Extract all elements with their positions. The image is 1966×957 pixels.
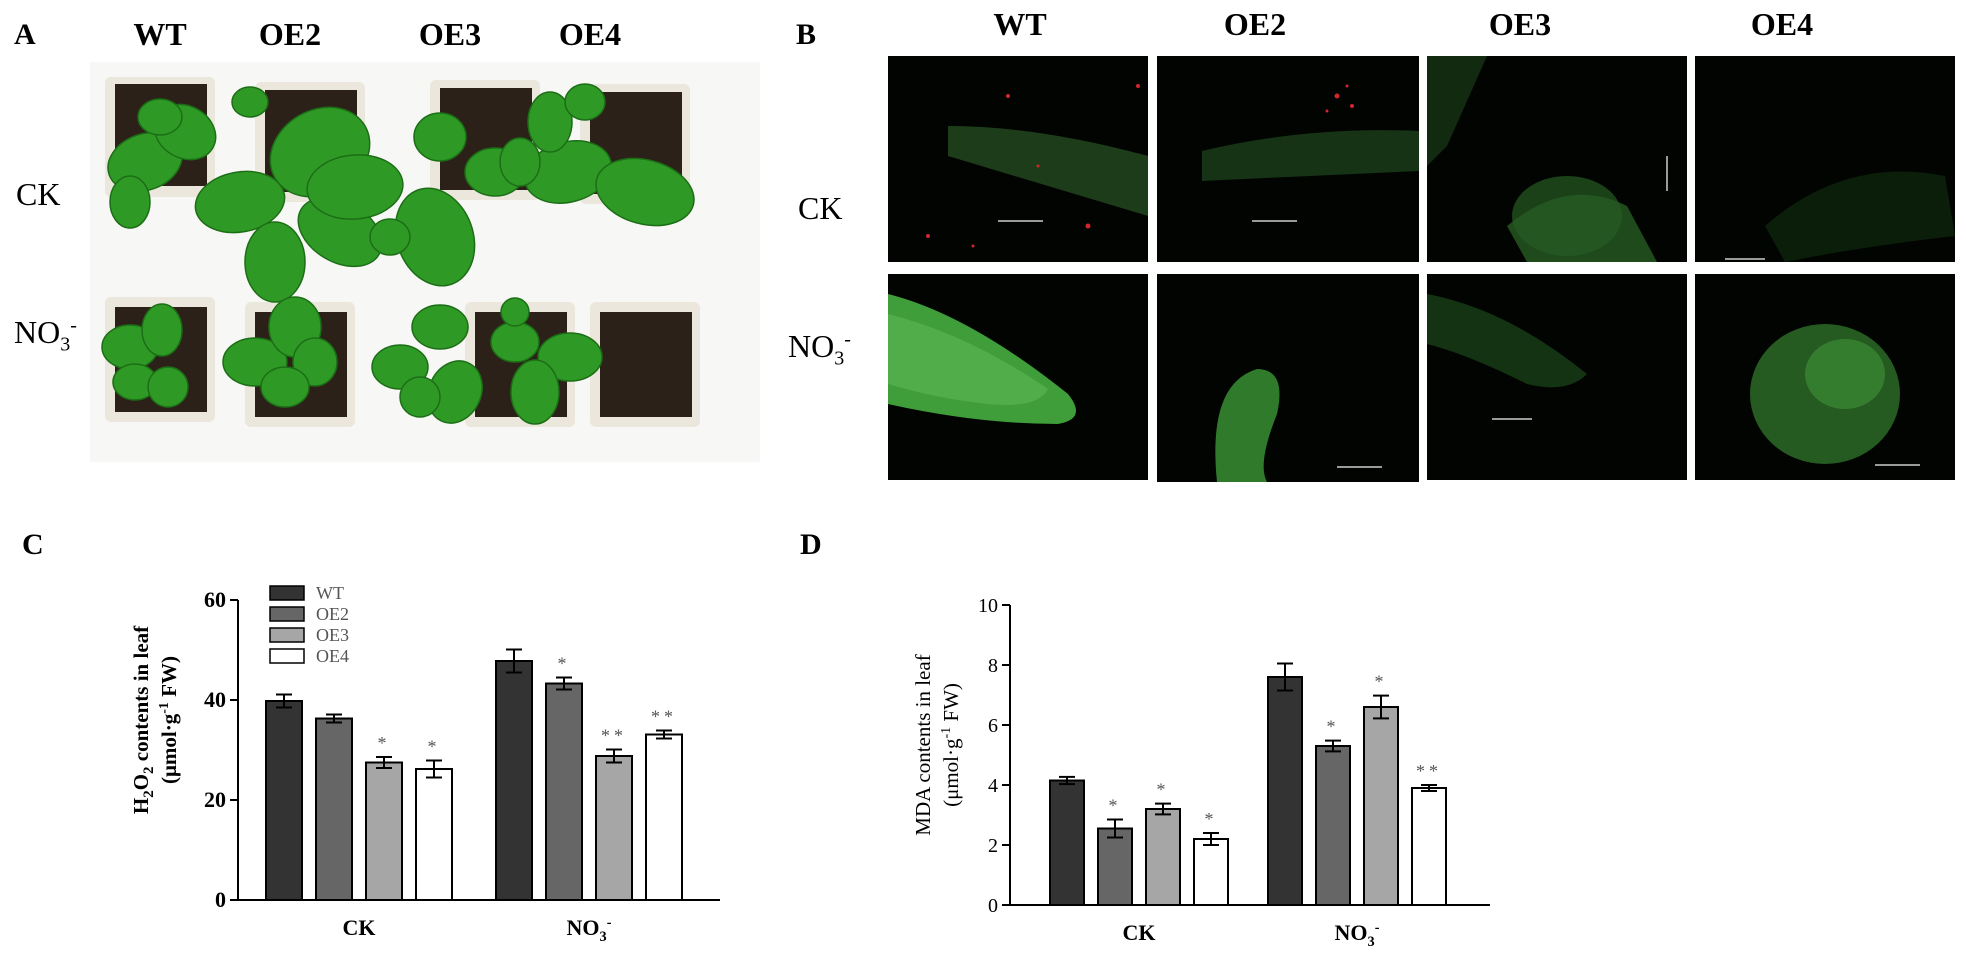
micrograph-ck-oe3 [1427, 56, 1687, 262]
pot-no3-oe4 [590, 302, 700, 427]
mda-bar-wt-0 [1049, 779, 1085, 906]
panel-b-header-oe4: OE4 [1750, 6, 1814, 42]
micrograph-no3-wt [888, 274, 1148, 480]
micrograph-ck-wt [888, 56, 1148, 262]
h2o2-significance: * [558, 654, 571, 674]
mda-significance: ** [1416, 761, 1442, 781]
mda-significance: * [1109, 796, 1122, 816]
micrograph-no3-oe4 [1695, 274, 1955, 480]
panel-a-header-oe2: OE2 [258, 16, 322, 52]
panel-b-header-oe2: OE2 [1223, 6, 1287, 42]
micrograph-no3-oe3 [1427, 274, 1687, 480]
panel-a-label: A [14, 18, 36, 51]
mda-bar-oe3-1 [1363, 706, 1399, 906]
h2o2-bar-oe2-0 [315, 717, 353, 901]
panel-b-row-ck: CK [798, 190, 843, 226]
h2o2-significance: * [428, 737, 441, 757]
panel-a-header-wt: WT [133, 16, 187, 52]
mda-significance: * [1157, 780, 1170, 800]
h2o2-legend-swatch [269, 606, 305, 622]
mda-significance: * [1375, 672, 1388, 692]
h2o2-y-axis-title: H2O2 contents in leaf (μmol·g-1 FW) [129, 625, 181, 814]
svg-text:MDA contents in leaf: MDA contents in leaf [911, 654, 935, 835]
h2o2-y-tick-label: 0 [215, 887, 226, 912]
micrograph-no3-oe2 [1157, 274, 1419, 482]
h2o2-bar-oe4-1 [645, 733, 683, 901]
leaves-no3-oe3 [371, 304, 483, 424]
mda-bar-oe2-0 [1097, 827, 1133, 906]
panel-a-row-ck: CK [16, 176, 61, 212]
h2o2-chart: H2O2 contents in leaf (μmol·g-1 FW) 0 20 4… [129, 583, 720, 945]
mda-y-tick-label: 2 [988, 835, 998, 857]
panel-d-label: D [800, 528, 822, 561]
mda-bar-oe4-1 [1411, 787, 1447, 906]
h2o2-legend-label: OE4 [316, 646, 349, 666]
h2o2-significance: ** [651, 707, 677, 727]
h2o2-legend-swatch [269, 648, 305, 664]
h2o2-y-tick-label: 20 [204, 787, 226, 812]
h2o2-significance: ** [601, 726, 627, 746]
leaves-ck-oe4 [499, 83, 695, 227]
svg-text:(μmol·g-1 FW): (μmol·g-1 FW) [939, 683, 963, 807]
h2o2-bar-wt-1 [495, 660, 533, 901]
h2o2-x-tick-label: NO3- [567, 915, 612, 945]
h2o2-legend-label: OE3 [316, 625, 349, 645]
svg-text:H2O2 contents in leaf: H2O2 contents in leaf [129, 625, 157, 814]
mda-chart: MDA contents in leaf (μmol·g-1 FW) 0 2 4 6 8… [911, 595, 1490, 950]
h2o2-bar-oe4-0 [415, 768, 453, 901]
h2o2-legend-swatch [269, 585, 305, 601]
panel-c-label: C [22, 528, 44, 561]
mda-y-tick-label: 10 [978, 595, 998, 617]
leaves-no3-oe4 [490, 297, 603, 425]
mda-x-tick-label: NO3- [1335, 920, 1380, 950]
h2o2-y-tick-label: 60 [204, 587, 226, 612]
mda-y-tick-label: 8 [988, 655, 998, 677]
mda-y-tick-label: 6 [988, 715, 998, 737]
micrograph-ck-oe4 [1695, 56, 1955, 262]
panel-b-label: B [796, 18, 817, 51]
mda-y-tick-label: 0 [988, 895, 998, 917]
mda-y-tick-label: 4 [988, 775, 998, 797]
mda-bar-oe3-0 [1145, 808, 1181, 906]
leaves-ck-oe3 [306, 112, 526, 287]
leaves-no3-oe2 [222, 296, 338, 408]
h2o2-bar-wt-0 [265, 700, 303, 901]
mda-bar-wt-1 [1267, 676, 1303, 906]
h2o2-bar-oe3-1 [595, 755, 633, 901]
h2o2-bar-oe3-0 [365, 761, 403, 901]
panel-b-row-no3: NO3- [788, 328, 851, 370]
panel-a-header-oe4: OE4 [558, 16, 622, 52]
panel-b-header-oe3: OE3 [1488, 6, 1552, 42]
svg-text:(μmol·g-1 FW): (μmol·g-1 FW) [157, 656, 181, 784]
panel-a-row-no3: NO3- [14, 314, 77, 356]
micrograph-ck-oe2 [1157, 56, 1419, 262]
plant-photo [90, 62, 760, 462]
h2o2-legend-swatch [269, 627, 305, 643]
mda-bar-oe4-0 [1193, 838, 1229, 906]
mda-significance: * [1327, 717, 1340, 737]
mda-y-axis-title: MDA contents in leaf (μmol·g-1 FW) [911, 654, 963, 835]
h2o2-legend-label: WT [316, 583, 344, 603]
leaves-ck-wt [107, 98, 217, 229]
leaves-no3-wt [101, 303, 189, 408]
h2o2-y-tick-label: 40 [204, 687, 226, 712]
h2o2-significance: * [378, 733, 391, 753]
h2o2-x-tick-label: CK [343, 915, 376, 940]
mda-bar-oe2-1 [1315, 745, 1351, 906]
panel-b-header-wt: WT [993, 6, 1047, 42]
mda-x-tick-label: CK [1123, 920, 1156, 945]
h2o2-legend-label: OE2 [316, 604, 349, 624]
mda-significance: * [1205, 809, 1218, 829]
h2o2-bar-oe2-1 [545, 682, 583, 901]
panel-a-header-oe3: OE3 [418, 16, 482, 52]
